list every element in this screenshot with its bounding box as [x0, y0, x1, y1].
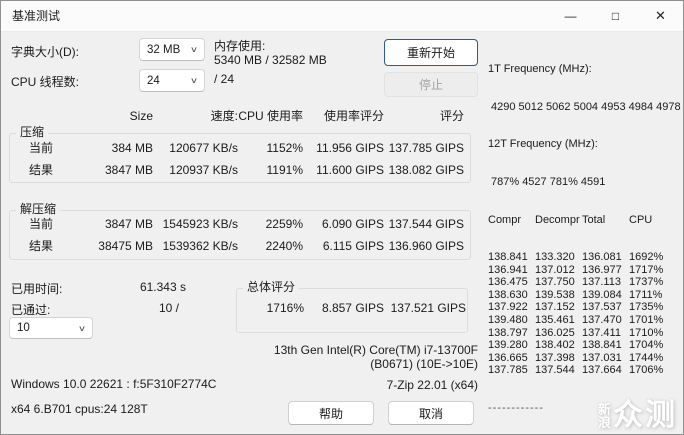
chevron-down-icon: ∨	[189, 45, 199, 54]
overall-rating: 137.521 GIPS	[390, 301, 466, 315]
maximize-icon: □	[611, 9, 620, 23]
freq-row: 136.475 137.750 137.113 1737%	[488, 276, 664, 289]
cancel-button[interactable]: 取消	[388, 401, 474, 425]
memory-usage-label: 内存使用:	[214, 39, 266, 53]
sina-zhongce-watermark: 新浪 众测	[598, 401, 677, 431]
cpu-threads-label: CPU 线程数:	[11, 75, 80, 89]
col-usage-rating: 使用率评分	[323, 109, 384, 123]
freq-12t-label: 12T Frequency (MHz):	[488, 138, 598, 151]
table-row-decompress-result: 结果 38475 MB 1539362 KB/s 2240% 6.115 GIP…	[9, 239, 464, 254]
chevron-down-icon: ∨	[189, 76, 199, 85]
cpu-stepping: (B0671) (10E->10E)	[370, 357, 478, 371]
cpu-name: 13th Gen Intel(R) Core(TM) i7-13700F	[273, 343, 478, 357]
results-table-header: Size 速度: CPU 使用率 使用率评分 评分	[9, 109, 464, 124]
row-label: 结果	[29, 163, 54, 177]
passes-select[interactable]: 10 ∨	[9, 317, 93, 339]
dictionary-size-value: 32 MB	[147, 43, 181, 56]
row-label: 结果	[29, 239, 54, 253]
title-bar: 基准测试 — □ ✕	[1, 1, 683, 32]
freq-rows: 138.841 133.320 136.081 1692% 136.941 137.012…	[488, 251, 683, 377]
freq-row: 137.785 137.544 137.664 1706%	[488, 364, 664, 377]
compression-groupbox: 压缩	[9, 125, 471, 183]
overall-usage-rating: 8.857 GIPS	[321, 301, 384, 315]
freq-separator: ------------	[488, 401, 544, 414]
overall-score-groupbox: 总体评分	[236, 280, 468, 333]
freq-table-header: Compr Decompr Total CPU	[488, 213, 653, 226]
table-row-decompress-current: 当前 3847 MB 1545923 KB/s 2259% 6.090 GIPS…	[9, 217, 464, 232]
freq-1t-values: 4290 5012 5062 5004 4953 4984 4978	[491, 100, 681, 113]
freq-row: 138.797 136.025 137.411 1710%	[488, 326, 664, 339]
overall-score-values: 1716% 8.857 GIPS 137.521 GIPS	[236, 301, 466, 316]
close-button[interactable]: ✕	[638, 1, 683, 31]
freq-row: 136.665 137.398 137.031 1744%	[488, 351, 664, 364]
overall-score-label: 总体评分	[243, 280, 300, 294]
cpu-threads-total: / 24	[214, 72, 235, 86]
windows-version: Windows 10.0 22621 : f:5F310F2774C	[11, 377, 217, 391]
elapsed-time-label: 已用时间:	[11, 282, 63, 296]
watermark-small-text: 新浪	[597, 402, 611, 430]
close-icon: ✕	[655, 8, 666, 23]
cpu-threads-value: 24	[147, 74, 160, 87]
table-row-compress-current: 当前 384 MB 120677 KB/s 1152% 11.956 GIPS …	[9, 141, 464, 156]
freq-row: 138.841 133.320 136.081 1692%	[488, 251, 664, 264]
col-cpu-usage: CPU 使用率	[238, 109, 303, 123]
memory-usage-value: 5340 MB / 32582 MB	[214, 53, 327, 67]
window-controls: — □ ✕	[548, 1, 683, 31]
restart-button[interactable]: 重新开始	[384, 39, 478, 66]
stop-button[interactable]: 停止	[384, 72, 478, 97]
frequency-panel: 1T Frequency (MHz): 4290 5012 5062 5004 …	[488, 38, 683, 434]
compression-group-label: 压缩	[16, 125, 49, 139]
row-label: 当前	[29, 141, 54, 155]
elapsed-time-value: 61.343 s	[139, 280, 186, 294]
col-speed: 速度:	[210, 109, 238, 123]
col-size: Size	[129, 109, 153, 123]
passes-label: 已通过:	[11, 303, 51, 317]
freq-row: 139.280 138.402 138.841 1704%	[488, 339, 664, 352]
minimize-button[interactable]: —	[548, 1, 593, 31]
watermark-large-text: 众测	[613, 399, 677, 432]
col-rating: 评分	[439, 109, 464, 123]
help-button-label: 帮助	[318, 406, 343, 421]
table-row-compress-result: 结果 3847 MB 120937 KB/s 1191% 11.600 GIPS…	[9, 163, 464, 178]
freq-row: 136.941 137.012 136.977 1717%	[488, 263, 664, 276]
decompression-groupbox: 解压缩	[9, 202, 471, 260]
dictionary-size-label: 字典大小(D):	[11, 45, 79, 59]
passes-select-value: 10	[17, 322, 30, 334]
chevron-down-icon: ∨	[77, 323, 87, 333]
maximize-button[interactable]: □	[593, 1, 638, 31]
window-title: 基准测试	[12, 9, 61, 23]
freq-1t-label: 1T Frequency (MHz):	[488, 63, 592, 76]
dictionary-size-select[interactable]: 32 MB ∨	[139, 38, 205, 61]
freq-row: 138.630 139.538 139.084 1711%	[488, 288, 663, 301]
stop-button-label: 停止	[418, 78, 443, 92]
passes-value: 10 /	[158, 301, 179, 315]
overall-cpu-usage: 1716%	[266, 301, 304, 315]
cancel-button-label: 取消	[418, 406, 443, 421]
cpu-threads-select[interactable]: 24 ∨	[139, 69, 205, 92]
help-button[interactable]: 帮助	[288, 401, 374, 425]
freq-row: 139.480 135.461 137.470 1701%	[488, 314, 664, 327]
cpu-arch-info: x64 6.B701 cpus:24 128T	[11, 402, 148, 416]
freq-row: 137.922 137.152 137.537 1735%	[488, 301, 664, 314]
app-version: 7-Zip 22.01 (x64)	[386, 378, 478, 392]
freq-12t-values: 787% 4527 781% 4591	[491, 176, 606, 189]
decompression-group-label: 解压缩	[16, 202, 61, 216]
minimize-icon: —	[564, 9, 577, 23]
row-label: 当前	[29, 217, 54, 231]
restart-button-label: 重新开始	[406, 46, 455, 60]
